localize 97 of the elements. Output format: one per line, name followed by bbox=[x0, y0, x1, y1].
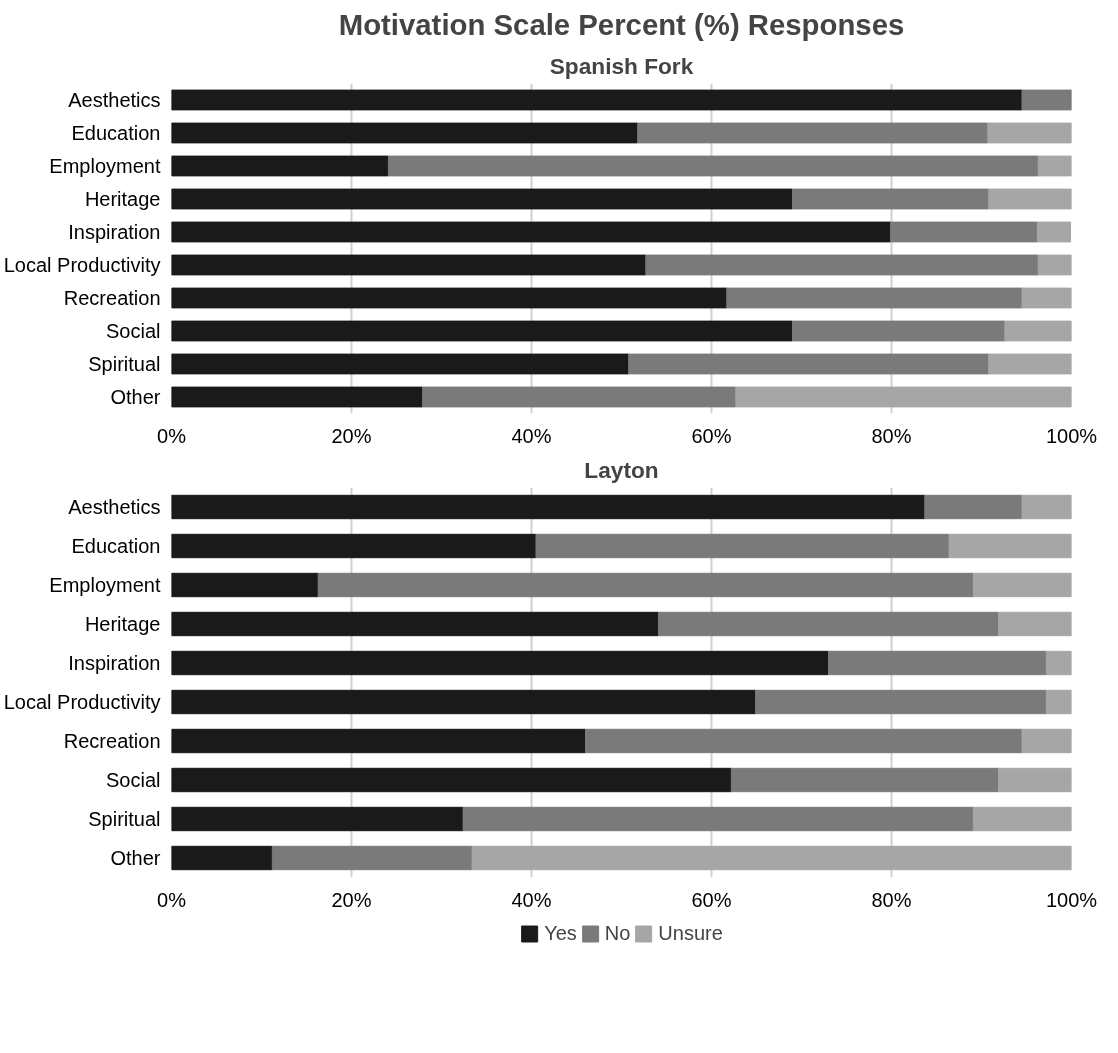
bar bbox=[890, 221, 1038, 243]
x-tick-label: 0% bbox=[157, 424, 187, 447]
y-tick-label: Spiritual bbox=[88, 353, 161, 375]
x-tick-label: 100% bbox=[1045, 888, 1098, 911]
legend-label: Yes bbox=[544, 921, 577, 945]
y-tick-label: Spiritual bbox=[88, 808, 161, 830]
bar bbox=[171, 353, 630, 375]
chart-subtitle: Spanish Fork bbox=[549, 52, 694, 79]
bar bbox=[657, 611, 1000, 637]
x-tick-label: 60% bbox=[691, 888, 732, 911]
bar bbox=[171, 533, 537, 559]
bar bbox=[171, 89, 1023, 111]
y-tick-label: Social bbox=[106, 769, 161, 791]
bar bbox=[645, 254, 1039, 276]
bar bbox=[1037, 155, 1072, 177]
bar bbox=[462, 806, 974, 832]
y-tick-label: Heritage bbox=[84, 613, 161, 635]
bar bbox=[171, 287, 728, 309]
y-tick-label: Employment bbox=[49, 155, 161, 177]
bar bbox=[471, 845, 1072, 871]
x-tick-label: 100% bbox=[1045, 424, 1098, 447]
y-tick-label: Employment bbox=[49, 574, 161, 596]
bar bbox=[171, 386, 424, 408]
bar bbox=[171, 650, 829, 676]
bar bbox=[171, 845, 273, 871]
bar bbox=[792, 320, 1006, 342]
bar bbox=[1036, 221, 1072, 243]
bar bbox=[1021, 494, 1072, 520]
bar bbox=[924, 494, 1023, 520]
y-tick-label: Other bbox=[110, 386, 161, 408]
y-tick-label: Inspiration bbox=[68, 221, 161, 243]
bar bbox=[171, 806, 464, 832]
bar bbox=[171, 188, 793, 210]
bar bbox=[585, 728, 1023, 754]
y-tick-label: Recreation bbox=[63, 730, 161, 752]
bar bbox=[387, 155, 1039, 177]
bar bbox=[792, 188, 990, 210]
y-tick-label: Aesthetics bbox=[68, 89, 161, 111]
y-tick-label: Heritage bbox=[84, 188, 161, 210]
bar bbox=[271, 845, 473, 871]
y-tick-label: Social bbox=[106, 320, 161, 342]
x-tick-label: 20% bbox=[331, 888, 372, 911]
chart-title: Layton bbox=[584, 456, 659, 483]
x-tick-label: 80% bbox=[871, 888, 912, 911]
bar bbox=[988, 188, 1072, 210]
bar bbox=[171, 221, 892, 243]
bar bbox=[1045, 650, 1072, 676]
y-tick-label: Other bbox=[110, 847, 161, 869]
bar bbox=[1037, 254, 1072, 276]
chart-title: Motivation Scale Percent (%) Responses bbox=[338, 7, 905, 41]
bar bbox=[171, 572, 319, 598]
bar bbox=[998, 767, 1072, 793]
bar bbox=[735, 386, 1072, 408]
bar bbox=[171, 155, 389, 177]
y-tick-label: Education bbox=[71, 535, 161, 557]
bar bbox=[171, 689, 757, 715]
bar bbox=[171, 254, 647, 276]
bar bbox=[987, 122, 1072, 144]
bar bbox=[171, 728, 586, 754]
bar bbox=[628, 353, 990, 375]
bar bbox=[828, 650, 1047, 676]
y-tick-label: Recreation bbox=[63, 287, 161, 309]
bar bbox=[317, 572, 974, 598]
y-tick-label: Local Productivity bbox=[3, 691, 161, 713]
bar bbox=[171, 767, 732, 793]
bar bbox=[422, 386, 737, 408]
x-tick-label: 80% bbox=[871, 424, 912, 447]
y-tick-label: Local Productivity bbox=[3, 254, 161, 276]
x-tick-label: 20% bbox=[331, 424, 372, 447]
bar bbox=[171, 320, 793, 342]
bar bbox=[1045, 689, 1072, 715]
bar bbox=[726, 287, 1023, 309]
bar bbox=[755, 689, 1047, 715]
x-tick-label: 60% bbox=[691, 424, 732, 447]
y-tick-label: Education bbox=[71, 122, 161, 144]
bar bbox=[1021, 89, 1072, 111]
x-tick-label: 40% bbox=[511, 888, 552, 911]
bar bbox=[730, 767, 1000, 793]
bar bbox=[972, 806, 1072, 832]
bar bbox=[1021, 728, 1072, 754]
x-tick-label: 40% bbox=[511, 424, 552, 447]
bar bbox=[637, 122, 989, 144]
x-tick-label: 0% bbox=[157, 888, 187, 911]
bar bbox=[948, 533, 1072, 559]
bar bbox=[1004, 320, 1072, 342]
legend-label: Unsure bbox=[658, 921, 723, 945]
bar bbox=[171, 611, 659, 637]
bar bbox=[972, 572, 1072, 598]
bar bbox=[171, 494, 926, 520]
y-tick-label: Aesthetics bbox=[68, 496, 161, 518]
bar bbox=[998, 611, 1072, 637]
bar bbox=[988, 353, 1072, 375]
y-tick-label: Inspiration bbox=[68, 652, 161, 674]
bar bbox=[171, 122, 639, 144]
bar bbox=[1021, 287, 1072, 309]
bar bbox=[535, 533, 950, 559]
legend-label: No bbox=[604, 921, 631, 945]
